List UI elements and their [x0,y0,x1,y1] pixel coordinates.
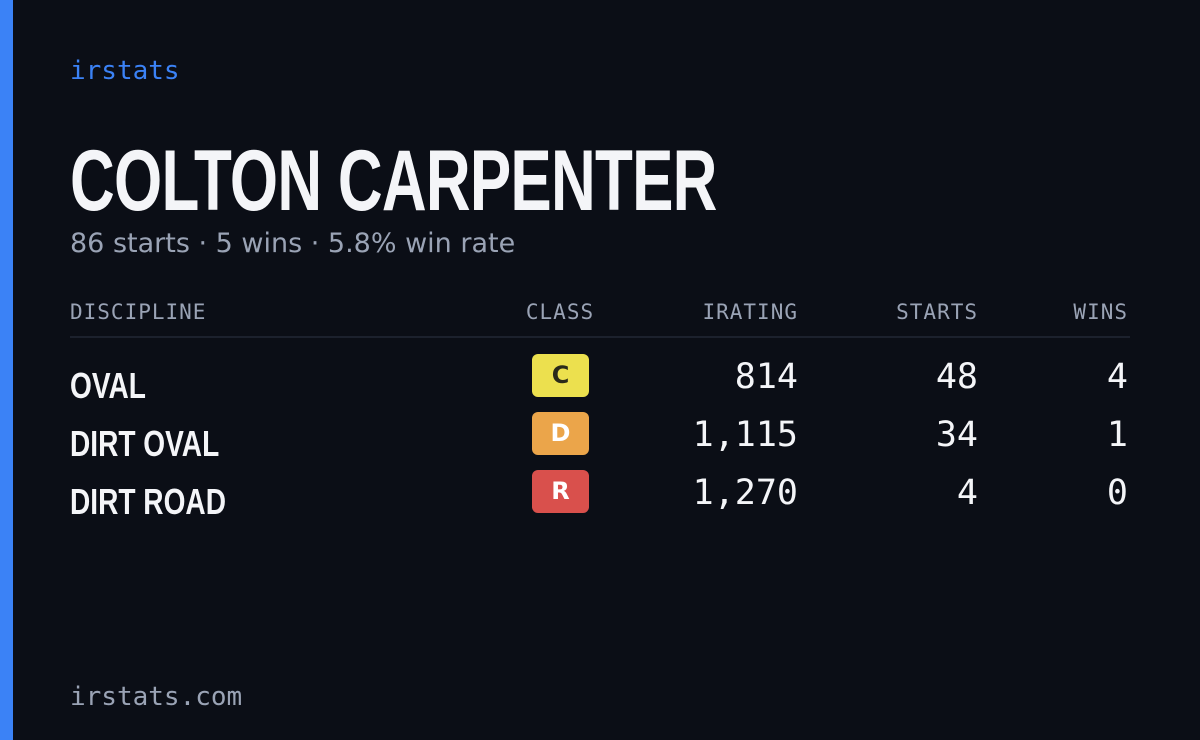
starts: 48 [935,357,978,397]
wins: 0 [1106,473,1128,513]
footer: irstats.com [70,682,243,712]
brand: irstats [70,56,180,86]
class-badge: D [532,412,589,455]
column-header: IRATING [702,300,798,324]
discipline: OVAL [70,365,146,406]
divider [70,336,1130,338]
accent-bar [0,0,13,740]
discipline: DIRT ROAD [70,481,226,522]
discipline: DIRT OVAL [70,423,220,464]
class-badge: C [532,354,589,397]
column-header: WINS [1073,300,1128,324]
wins: 4 [1106,357,1128,397]
starts: 34 [935,415,978,455]
class-badge: R [532,470,589,513]
column-header: STARTS [896,300,978,324]
starts: 4 [956,473,978,513]
irating: 1,270 [692,473,798,513]
irating: 1,115 [692,415,798,455]
driver-summary: 86 starts · 5 wins · 5.8% win rate [70,228,516,259]
irating: 814 [734,357,798,397]
column-header: DISCIPLINE [70,300,207,324]
wins: 1 [1106,415,1128,455]
column-header: CLASS [525,300,595,324]
driver-name: COLTON CARPENTER [70,133,717,229]
